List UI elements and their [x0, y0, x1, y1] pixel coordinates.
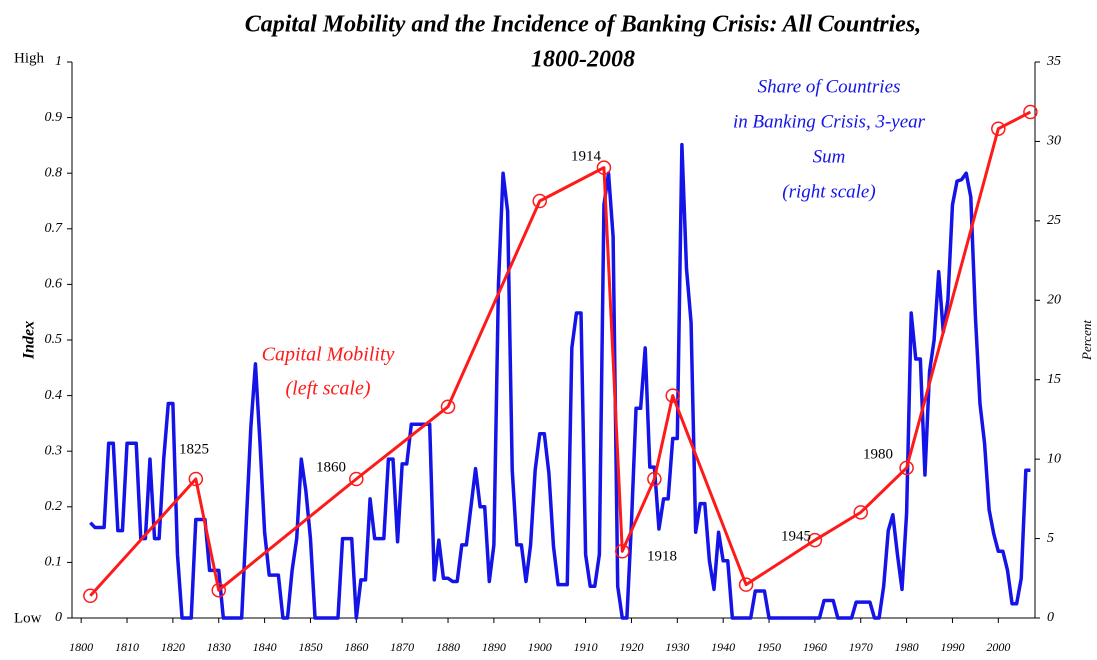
x-tick-label: 2000	[986, 640, 1010, 654]
series-annotation: in Banking Crisis, 3-year	[733, 111, 926, 132]
y-tick-label: 0.3	[45, 443, 63, 458]
y2-tick-label: 5	[1047, 531, 1054, 546]
x-tick-label: 1920	[619, 640, 643, 654]
series-marker	[807, 532, 823, 548]
y-tick-label: 0.1	[45, 555, 63, 570]
y2-tick-label: 15	[1047, 372, 1061, 387]
year-annotation: 1914	[571, 148, 602, 164]
x-tick-label: 1930	[665, 640, 689, 654]
x-tick-label: 1830	[207, 640, 231, 654]
series-annotation: Capital Mobility	[262, 344, 395, 366]
x-tick-label: 1800	[69, 640, 93, 654]
y-tick-label: 0.7	[45, 221, 64, 236]
x-tick-label: 1950	[757, 640, 781, 654]
year-annotation: 1980	[863, 446, 893, 462]
series-marker	[991, 121, 1006, 136]
x-tick-label: 1980	[895, 640, 919, 654]
x-tick-label: 1970	[849, 640, 873, 654]
y2-tick-label: 30	[1046, 134, 1061, 149]
series-marker	[188, 471, 204, 487]
x-tick-label: 1960	[803, 640, 827, 654]
series-marker	[532, 193, 547, 209]
chart-title: 1800-2008	[531, 47, 635, 73]
series-line	[89, 110, 1032, 597]
y-tick-label: 0.8	[45, 165, 63, 180]
y-tick-label: 0.4	[45, 388, 63, 403]
series-marker	[853, 505, 868, 520]
x-tick-label: 1840	[253, 640, 277, 654]
year-annotation: 1945	[781, 528, 811, 544]
y-tick-label: 0.9	[45, 110, 63, 125]
x-tick-label: 1990	[940, 640, 964, 654]
x-tick-label: 1860	[344, 640, 368, 654]
x-tick-label: 1890	[482, 640, 506, 654]
y-tick-label: 0.2	[45, 499, 63, 514]
series-line	[89, 142, 1031, 620]
x-tick-label: 1910	[574, 640, 598, 654]
y-tick-label: 0.6	[45, 277, 63, 292]
x-tick-label: 1810	[115, 640, 139, 654]
chart-title: Capital Mobility and the Incidence of Ba…	[245, 12, 922, 38]
y2-tick-label: 10	[1047, 451, 1061, 466]
year-annotation: 1860	[316, 459, 346, 475]
series-marker	[615, 544, 630, 559]
series-marker	[596, 160, 612, 175]
y-tick-label: 0	[55, 610, 62, 625]
y2-tick-label: 0	[1047, 610, 1054, 625]
series-marker	[665, 388, 680, 403]
x-tick-label: 1900	[528, 640, 552, 654]
y-tick-label: 0.5	[45, 332, 63, 347]
y-high-label: High	[14, 50, 45, 66]
y-tick-label: 1	[55, 54, 62, 69]
year-annotation: 1918	[647, 548, 677, 564]
y2-tick-label: 20	[1047, 293, 1061, 308]
series-marker	[349, 471, 364, 487]
y2-tick-label: 25	[1047, 213, 1061, 228]
series-marker	[83, 588, 98, 604]
series-marker	[1023, 104, 1038, 120]
series-annotation: (right scale)	[782, 181, 875, 202]
y2-axis-label: Percent	[1079, 320, 1094, 361]
x-tick-label: 1850	[298, 640, 322, 654]
x-tick-label: 1880	[436, 640, 460, 654]
series-annotation: Share of Countries	[758, 76, 901, 97]
y-axis-label: Index	[21, 321, 38, 360]
series-annotation: Sum	[813, 146, 846, 167]
year-annotation: 1825	[179, 441, 209, 457]
x-tick-label: 1820	[161, 640, 185, 654]
series-marker	[440, 399, 456, 414]
x-tick-label: 1940	[711, 640, 735, 654]
y2-tick-label: 35	[1046, 54, 1061, 69]
series-marker	[647, 471, 662, 487]
series-marker	[211, 582, 226, 598]
series-annotation: (left scale)	[286, 378, 371, 400]
y-low-label: Low	[14, 610, 42, 626]
series-marker	[899, 460, 914, 476]
x-tick-label: 1870	[390, 640, 414, 654]
series-marker	[738, 577, 754, 592]
